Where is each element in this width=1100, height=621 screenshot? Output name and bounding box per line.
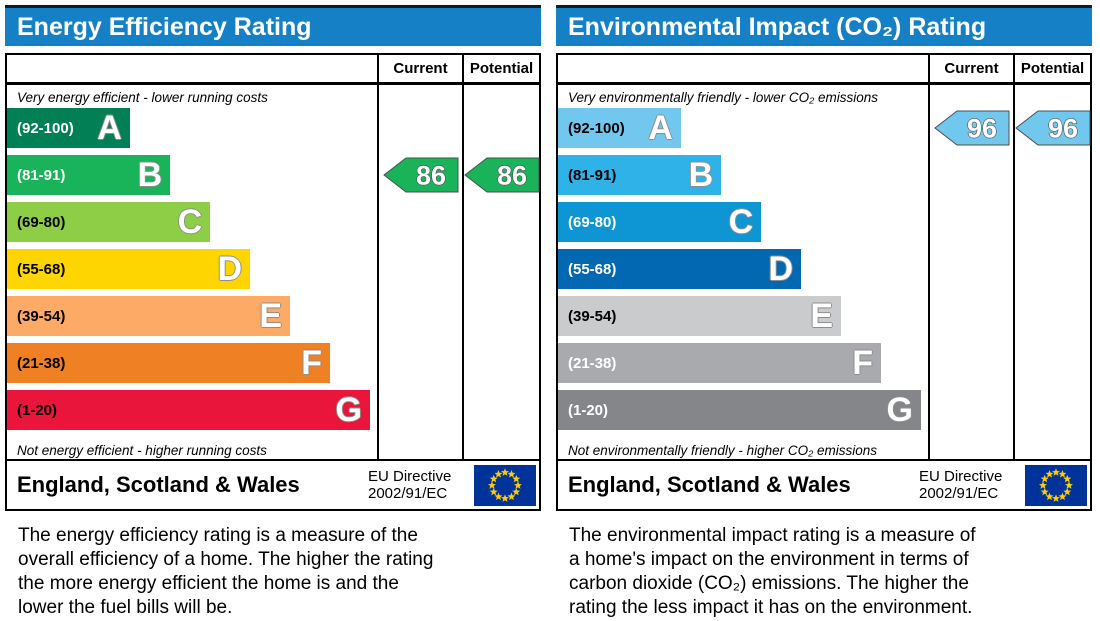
band-range-label: (21-38) <box>17 354 66 372</box>
column-header-current: Current <box>377 55 462 85</box>
band-letter: C <box>177 203 203 241</box>
eu-directive-label: EU Directive 2002/91/EC <box>368 467 452 502</box>
column-header-potential: Potential <box>1013 55 1090 85</box>
band-range-label: (69-80) <box>568 213 617 231</box>
column-header-spacer <box>7 55 377 85</box>
band-chart: Very environmentally friendly - lower CO… <box>558 85 928 459</box>
band-row-f: (21-38) F <box>558 343 928 390</box>
column-header-potential: Potential <box>462 55 539 85</box>
band-row-e: (39-54) E <box>7 296 377 343</box>
band-range-label: (39-54) <box>568 307 617 325</box>
band-letter: F <box>852 344 873 382</box>
band-range-label: (55-68) <box>568 260 617 278</box>
column-header-current: Current <box>928 55 1013 85</box>
band-letter: D <box>768 250 794 288</box>
band-row-c: (69-80) C <box>558 202 928 249</box>
svg-text:86: 86 <box>496 161 526 191</box>
band-range-label: (39-54) <box>17 307 66 325</box>
region-label: England, Scotland & Wales <box>17 472 300 497</box>
potential-rating-arrow: 86 <box>463 156 540 194</box>
band-letter: E <box>810 297 834 335</box>
current-rating-cell: 96 <box>928 85 1013 459</box>
band-letter: A <box>97 109 122 147</box>
table-footer: England, Scotland & Wales EU Directive 2… <box>7 459 539 509</box>
band-letter: B <box>688 156 714 194</box>
band-row-b: (81-91) B <box>558 155 928 202</box>
band-row-b: (81-91) B <box>7 155 377 202</box>
svg-text:96: 96 <box>966 114 996 144</box>
top-note: Very environmentally friendly - lower CO… <box>568 90 878 105</box>
band-row-c: (69-80) C <box>7 202 377 249</box>
current-rating-cell: 86 <box>377 85 462 459</box>
band-row-f: (21-38) F <box>7 343 377 390</box>
environmental-impact-panel: Environmental Impact (CO₂) Rating Curren… <box>556 5 1092 621</box>
svg-text:86: 86 <box>415 161 445 191</box>
band-row-d: (55-68) D <box>558 249 928 296</box>
band-row-d: (55-68) D <box>7 249 377 296</box>
bottom-note: Not energy efficient - higher running co… <box>17 443 267 458</box>
panel-description: The environmental impact rating is a mea… <box>569 525 976 619</box>
eu-flag-icon <box>1025 464 1087 506</box>
rating-table: Current Potential Very energy efficient … <box>5 53 541 511</box>
eu-flag-icon <box>474 464 536 506</box>
bottom-note: Not environmentally friendly - higher CO… <box>568 443 878 458</box>
band-list: (92-100) A (81-91) B (69-80) C (55-68) D (39-54)… <box>7 108 377 437</box>
band-list: (92-100) A (81-91) B (69-80) C (55-68) D (39-54)… <box>558 108 928 437</box>
band-range-label: (81-91) <box>17 166 66 184</box>
energy-efficiency-panel: Energy Efficiency Rating Current Potenti… <box>5 5 541 621</box>
panel-title: Energy Efficiency Rating <box>5 5 541 46</box>
potential-rating-cell: 86 <box>462 85 539 459</box>
potential-rating-cell: 96 <box>1013 85 1090 459</box>
eu-directive-label: EU Directive 2002/91/EC <box>919 467 1003 502</box>
panel-title: Environmental Impact (CO₂) Rating <box>556 5 1092 46</box>
current-rating-arrow: 86 <box>382 156 459 194</box>
band-range-label: (92-100) <box>568 119 625 137</box>
band-range-label: (1-20) <box>17 401 58 419</box>
top-note: Very energy efficient - lower running co… <box>17 90 268 105</box>
band-range-label: (55-68) <box>17 260 66 278</box>
band-letter: A <box>648 109 673 147</box>
band-letter: G <box>886 391 913 429</box>
band-row-g: (1-20) G <box>558 390 928 437</box>
band-chart: Very energy efficient - lower running co… <box>7 85 377 459</box>
band-range-label: (21-38) <box>568 354 617 372</box>
rating-table: Current Potential Very environmentally f… <box>556 53 1092 511</box>
band-letter: D <box>217 250 243 288</box>
potential-rating-arrow: 96 <box>1014 109 1091 147</box>
band-letter: E <box>259 297 283 335</box>
band-letter: F <box>301 344 322 382</box>
panel-description: The energy efficiency rating is a measur… <box>18 525 434 619</box>
column-header-spacer <box>558 55 928 85</box>
current-rating-arrow: 96 <box>933 109 1010 147</box>
region-label: England, Scotland & Wales <box>568 472 851 497</box>
band-row-e: (39-54) E <box>558 296 928 343</box>
band-letter: G <box>335 391 362 429</box>
band-row-a: (92-100) A <box>7 108 377 155</box>
band-range-label: (69-80) <box>17 213 66 231</box>
svg-text:96: 96 <box>1047 114 1077 144</box>
band-range-label: (92-100) <box>17 119 74 137</box>
table-footer: England, Scotland & Wales EU Directive 2… <box>558 459 1090 509</box>
band-range-label: (81-91) <box>568 166 617 184</box>
band-letter: B <box>137 156 163 194</box>
band-row-g: (1-20) G <box>7 390 377 437</box>
band-row-a: (92-100) A <box>558 108 928 155</box>
band-letter: C <box>728 203 754 241</box>
band-range-label: (1-20) <box>568 401 609 419</box>
